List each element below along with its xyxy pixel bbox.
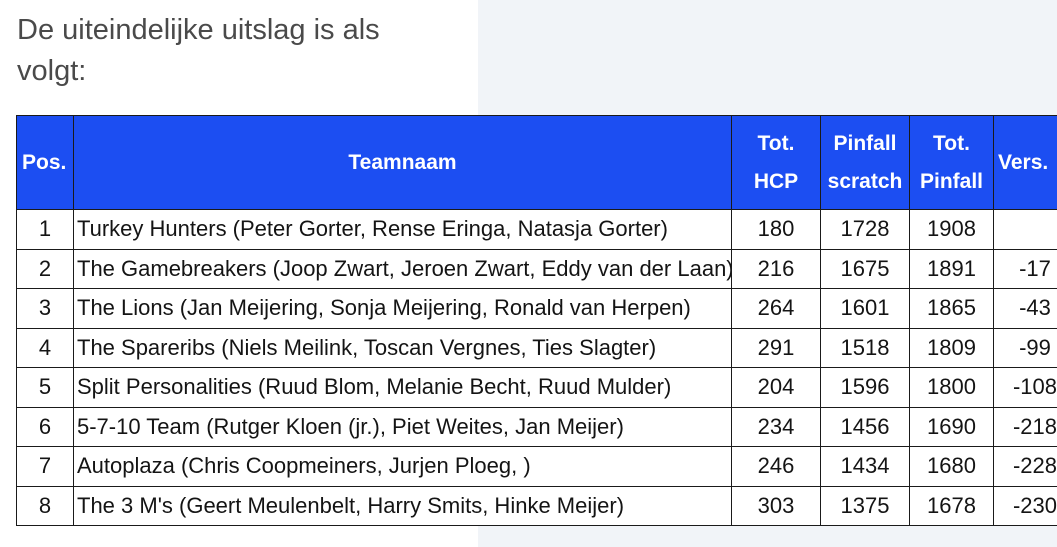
cell-pos: 8: [16, 485, 74, 526]
cell-hcp: 234: [731, 406, 821, 447]
cell-team: Autoplaza (Chris Coopmeiners, Jurjen Plo…: [73, 446, 732, 487]
cell-vers: -228: [993, 446, 1057, 487]
cell-team: The Gamebreakers (Joop Zwart, Jeroen Zwa…: [73, 248, 732, 289]
header-team: Teamnaam: [73, 115, 732, 210]
table-row: 3 The Lions (Jan Meijering, Sonja Meijer…: [16, 288, 1057, 329]
cell-hcp: 204: [731, 367, 821, 408]
cell-team: Turkey Hunters (Peter Gorter, Rense Erin…: [73, 209, 732, 250]
header-pinfall-scratch-line2: scratch: [827, 169, 903, 193]
cell-total: 1809: [909, 327, 994, 368]
cell-scratch: 1675: [820, 248, 910, 289]
cell-vers: -17: [993, 248, 1057, 289]
cell-vers: -99: [993, 327, 1057, 368]
table-row: 5 Split Personalities (Ruud Blom, Melani…: [16, 367, 1057, 408]
table-row: 8 The 3 M's (Geert Meulenbelt, Harry Smi…: [16, 485, 1057, 526]
cell-total: 1680: [909, 446, 994, 487]
header-total-pinfall-line2: Pinfall: [919, 169, 983, 193]
results-table: Pos. Teamnaam Tot. HCP Pinfall scratch Tot…: [16, 115, 1057, 526]
table-row: 2 The Gamebreakers (Joop Zwart, Jeroen Z…: [16, 248, 1057, 289]
table-row: 7 Autoplaza (Chris Coopmeiners, Jurjen P…: [16, 446, 1057, 487]
intro-text: De uiteindelijke uitslag is als volgt:: [17, 14, 380, 87]
cell-vers: -43: [993, 288, 1057, 329]
cell-hcp: 180: [731, 209, 821, 250]
cell-scratch: 1596: [820, 367, 910, 408]
cell-team: The 3 M's (Geert Meulenbelt, Harry Smits…: [73, 485, 732, 526]
cell-scratch: 1434: [820, 446, 910, 487]
cell-scratch: 1601: [820, 288, 910, 329]
cell-scratch: 1456: [820, 406, 910, 447]
cell-scratch: 1518: [820, 327, 910, 368]
cell-vers: -230: [993, 485, 1057, 526]
cell-team: 5-7-10 Team (Rutger Kloen (jr.), Piet We…: [73, 406, 732, 447]
cell-pos: 3: [16, 288, 74, 329]
cell-scratch: 1728: [820, 209, 910, 250]
cell-team: The Spareribs (Niels Meilink, Toscan Ver…: [73, 327, 732, 368]
header-total-pinfall: Tot. Pinfall: [909, 115, 994, 210]
cell-pos: 1: [16, 209, 74, 250]
table-row: 6 5-7-10 Team (Rutger Kloen (jr.), Piet …: [16, 406, 1057, 447]
cell-pos: 6: [16, 406, 74, 447]
header-pos: Pos.: [16, 115, 74, 210]
cell-pos: 7: [16, 446, 74, 487]
table-row: 4 The Spareribs (Niels Meilink, Toscan V…: [16, 327, 1057, 368]
header-pinfall-scratch-line1: Pinfall: [833, 131, 897, 155]
cell-pos: 4: [16, 327, 74, 368]
header-total-hcp: Tot. HCP: [731, 115, 821, 210]
cell-team: The Lions (Jan Meijering, Sonja Meijerin…: [73, 288, 732, 329]
cell-hcp: 216: [731, 248, 821, 289]
cell-scratch: 1375: [820, 485, 910, 526]
cell-pos: 5: [16, 367, 74, 408]
header-total-pinfall-line1: Tot.: [933, 131, 970, 155]
header-total-hcp-line1: Tot.: [757, 131, 795, 155]
cell-hcp: 291: [731, 327, 821, 368]
cell-team: Split Personalities (Ruud Blom, Melanie …: [73, 367, 732, 408]
cell-total: 1678: [909, 485, 994, 526]
header-vers: Vers.: [993, 115, 1057, 210]
cell-hcp: 264: [731, 288, 821, 329]
cell-hcp: 303: [731, 485, 821, 526]
cell-vers: -218: [993, 406, 1057, 447]
table-row: 1 Turkey Hunters (Peter Gorter, Rense Er…: [16, 209, 1057, 250]
cell-total: 1865: [909, 288, 994, 329]
header-total-hcp-line2: HCP: [753, 169, 799, 193]
cell-pos: 2: [16, 248, 74, 289]
cell-total: 1690: [909, 406, 994, 447]
cell-total: 1908: [909, 209, 994, 250]
cell-total: 1891: [909, 248, 994, 289]
header-pinfall-scratch: Pinfall scratch: [820, 115, 910, 210]
cell-total: 1800: [909, 367, 994, 408]
cell-vers: -108: [993, 367, 1057, 408]
cell-vers: [993, 209, 1057, 250]
cell-hcp: 246: [731, 446, 821, 487]
table-header-row: Pos. Teamnaam Tot. HCP Pinfall scratch Tot…: [16, 115, 1057, 210]
